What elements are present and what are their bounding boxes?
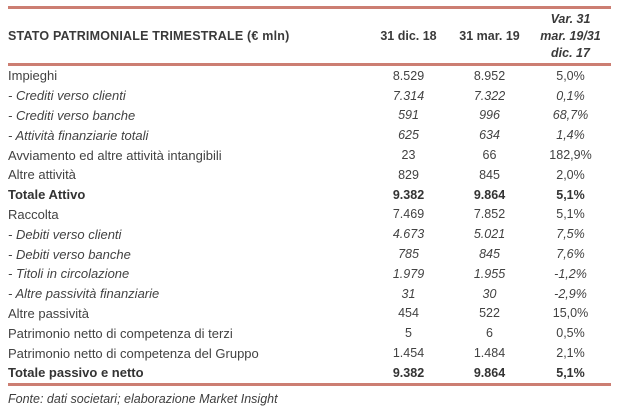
row-label: Patrimonio netto di competenza di terzi (8, 325, 233, 341)
row-label: - Crediti verso banche (8, 107, 136, 123)
table-row: - Crediti verso banche 591 996 68,7% (8, 106, 611, 126)
cell-value-var: 15,0% (552, 306, 589, 321)
cell-value-var: 5,1% (556, 207, 585, 222)
cell-value-var: -2,9% (554, 286, 587, 301)
table-row: Altre passività 454 522 15,0% (8, 304, 611, 324)
cell-value-dec18: 7.469 (392, 207, 425, 222)
row-label: Totale passivo e netto (8, 365, 144, 381)
cell-value-dec18: 591 (398, 108, 419, 123)
cell-value-dec18: 7.314 (392, 88, 425, 103)
table-row: - Debiti verso banche 785 845 7,6% (8, 244, 611, 264)
table-row: - Altre passività finanziarie 31 30 -2,9% (8, 284, 611, 304)
cell-value-mar19: 8.952 (473, 68, 506, 83)
table-row: - Titoli in circolazione 1.979 1.955 -1,2% (8, 264, 611, 284)
cell-value-mar19: 66 (482, 148, 497, 163)
table-body: Impieghi 8.529 8.952 5,0% - Crediti verso cl… (8, 66, 611, 383)
table-header: STATO PATRIMONIALE TRIMESTRALE (€ mln) 3… (8, 9, 611, 63)
bottom-rule (8, 382, 611, 386)
row-label: Avviamento ed altre attività intangibili (8, 147, 222, 163)
cell-value-dec18: 23 (401, 148, 416, 163)
cell-value-mar19: 1.484 (473, 346, 506, 361)
table-row: Totale passivo e netto 9.382 9.864 5,1% (8, 363, 611, 383)
cell-value-mar19: 845 (479, 167, 500, 182)
row-label: - Attività finanziarie totali (8, 127, 149, 143)
column-header-var: Var. 31 mar. 19/31 dic. 17 (540, 11, 601, 60)
table-row: - Attività finanziarie totali 625 634 1,4% (8, 125, 611, 145)
column-header-mar19: 31 mar. 19 (459, 28, 520, 43)
cell-value-var: 1,4% (556, 128, 585, 143)
row-label: Altre passività (8, 305, 89, 321)
cell-value-dec18: 454 (398, 306, 419, 321)
table-row: Patrimonio netto di competenza del Grupp… (8, 343, 611, 363)
top-rule (8, 6, 611, 9)
table-row: Avviamento ed altre attività intangibili… (8, 145, 611, 165)
cell-value-var: 5,0% (556, 68, 585, 83)
cell-value-mar19: 522 (479, 306, 500, 321)
row-label: Impieghi (8, 68, 58, 84)
cell-value-var: -1,2% (554, 266, 587, 281)
cell-value-dec18: 785 (398, 247, 419, 262)
table-row: Impieghi 8.529 8.952 5,0% (8, 66, 611, 86)
cell-value-mar19: 845 (479, 247, 500, 262)
cell-value-var: 182,9% (549, 148, 592, 163)
cell-value-mar19: 30 (482, 286, 497, 301)
source-note: Fonte: dati societari; elaborazione Mark… (8, 391, 278, 406)
row-label: Raccolta (8, 206, 59, 222)
header-rule (8, 63, 611, 66)
cell-value-var: 7,6% (556, 247, 585, 262)
table-row: - Crediti verso clienti 7.314 7.322 0,1% (8, 86, 611, 106)
table-row: - Debiti verso clienti 4.673 5.021 7,5% (8, 224, 611, 244)
cell-value-mar19: 9.864 (473, 365, 506, 380)
table-row: Altre attività 829 845 2,0% (8, 165, 611, 185)
cell-value-var: 68,7% (552, 108, 589, 123)
row-label: Patrimonio netto di competenza del Grupp… (8, 345, 259, 361)
row-label: - Debiti verso clienti (8, 226, 122, 242)
cell-value-var: 0,5% (556, 326, 585, 341)
cell-value-var: 2,1% (556, 346, 585, 361)
cell-value-mar19: 1.955 (473, 266, 506, 281)
cell-value-dec18: 8.529 (392, 68, 425, 83)
row-label: Totale Attivo (8, 187, 86, 203)
cell-value-var: 5,1% (556, 187, 585, 202)
cell-value-var: 0,1% (556, 88, 585, 103)
column-header-dec18: 31 dic. 18 (380, 28, 437, 43)
cell-value-dec18: 829 (398, 167, 419, 182)
cell-value-dec18: 9.382 (392, 365, 425, 380)
table-row: Raccolta 7.469 7.852 5,1% (8, 205, 611, 225)
cell-value-dec18: 4.673 (392, 227, 425, 242)
cell-value-mar19: 7.322 (473, 88, 506, 103)
cell-value-dec18: 1.979 (392, 266, 425, 281)
row-label: - Crediti verso clienti (8, 88, 126, 104)
cell-value-var: 2,0% (556, 167, 585, 182)
cell-value-mar19: 7.852 (473, 207, 506, 222)
cell-value-var: 7,5% (556, 227, 585, 242)
row-label: Altre attività (8, 167, 76, 183)
cell-value-dec18: 9.382 (392, 187, 425, 202)
cell-value-mar19: 9.864 (473, 187, 506, 202)
table-row: Totale Attivo 9.382 9.864 5,1% (8, 185, 611, 205)
cell-value-dec18: 625 (398, 128, 419, 143)
row-label: - Titoli in circolazione (8, 266, 130, 282)
table-title: STATO PATRIMONIALE TRIMESTRALE (€ mln) (8, 29, 290, 43)
cell-value-mar19: 5.021 (473, 227, 506, 242)
row-label: - Altre passività finanziarie (8, 286, 160, 302)
cell-value-var: 5,1% (556, 365, 585, 380)
cell-value-dec18: 1.454 (392, 346, 425, 361)
cell-value-mar19: 634 (479, 128, 500, 143)
row-label: - Debiti verso banche (8, 246, 131, 262)
cell-value-dec18: 31 (401, 286, 416, 301)
cell-value-dec18: 5 (405, 326, 412, 341)
cell-value-mar19: 996 (479, 108, 500, 123)
cell-value-mar19: 6 (486, 326, 493, 341)
table-row: Patrimonio netto di competenza di terzi 5… (8, 323, 611, 343)
